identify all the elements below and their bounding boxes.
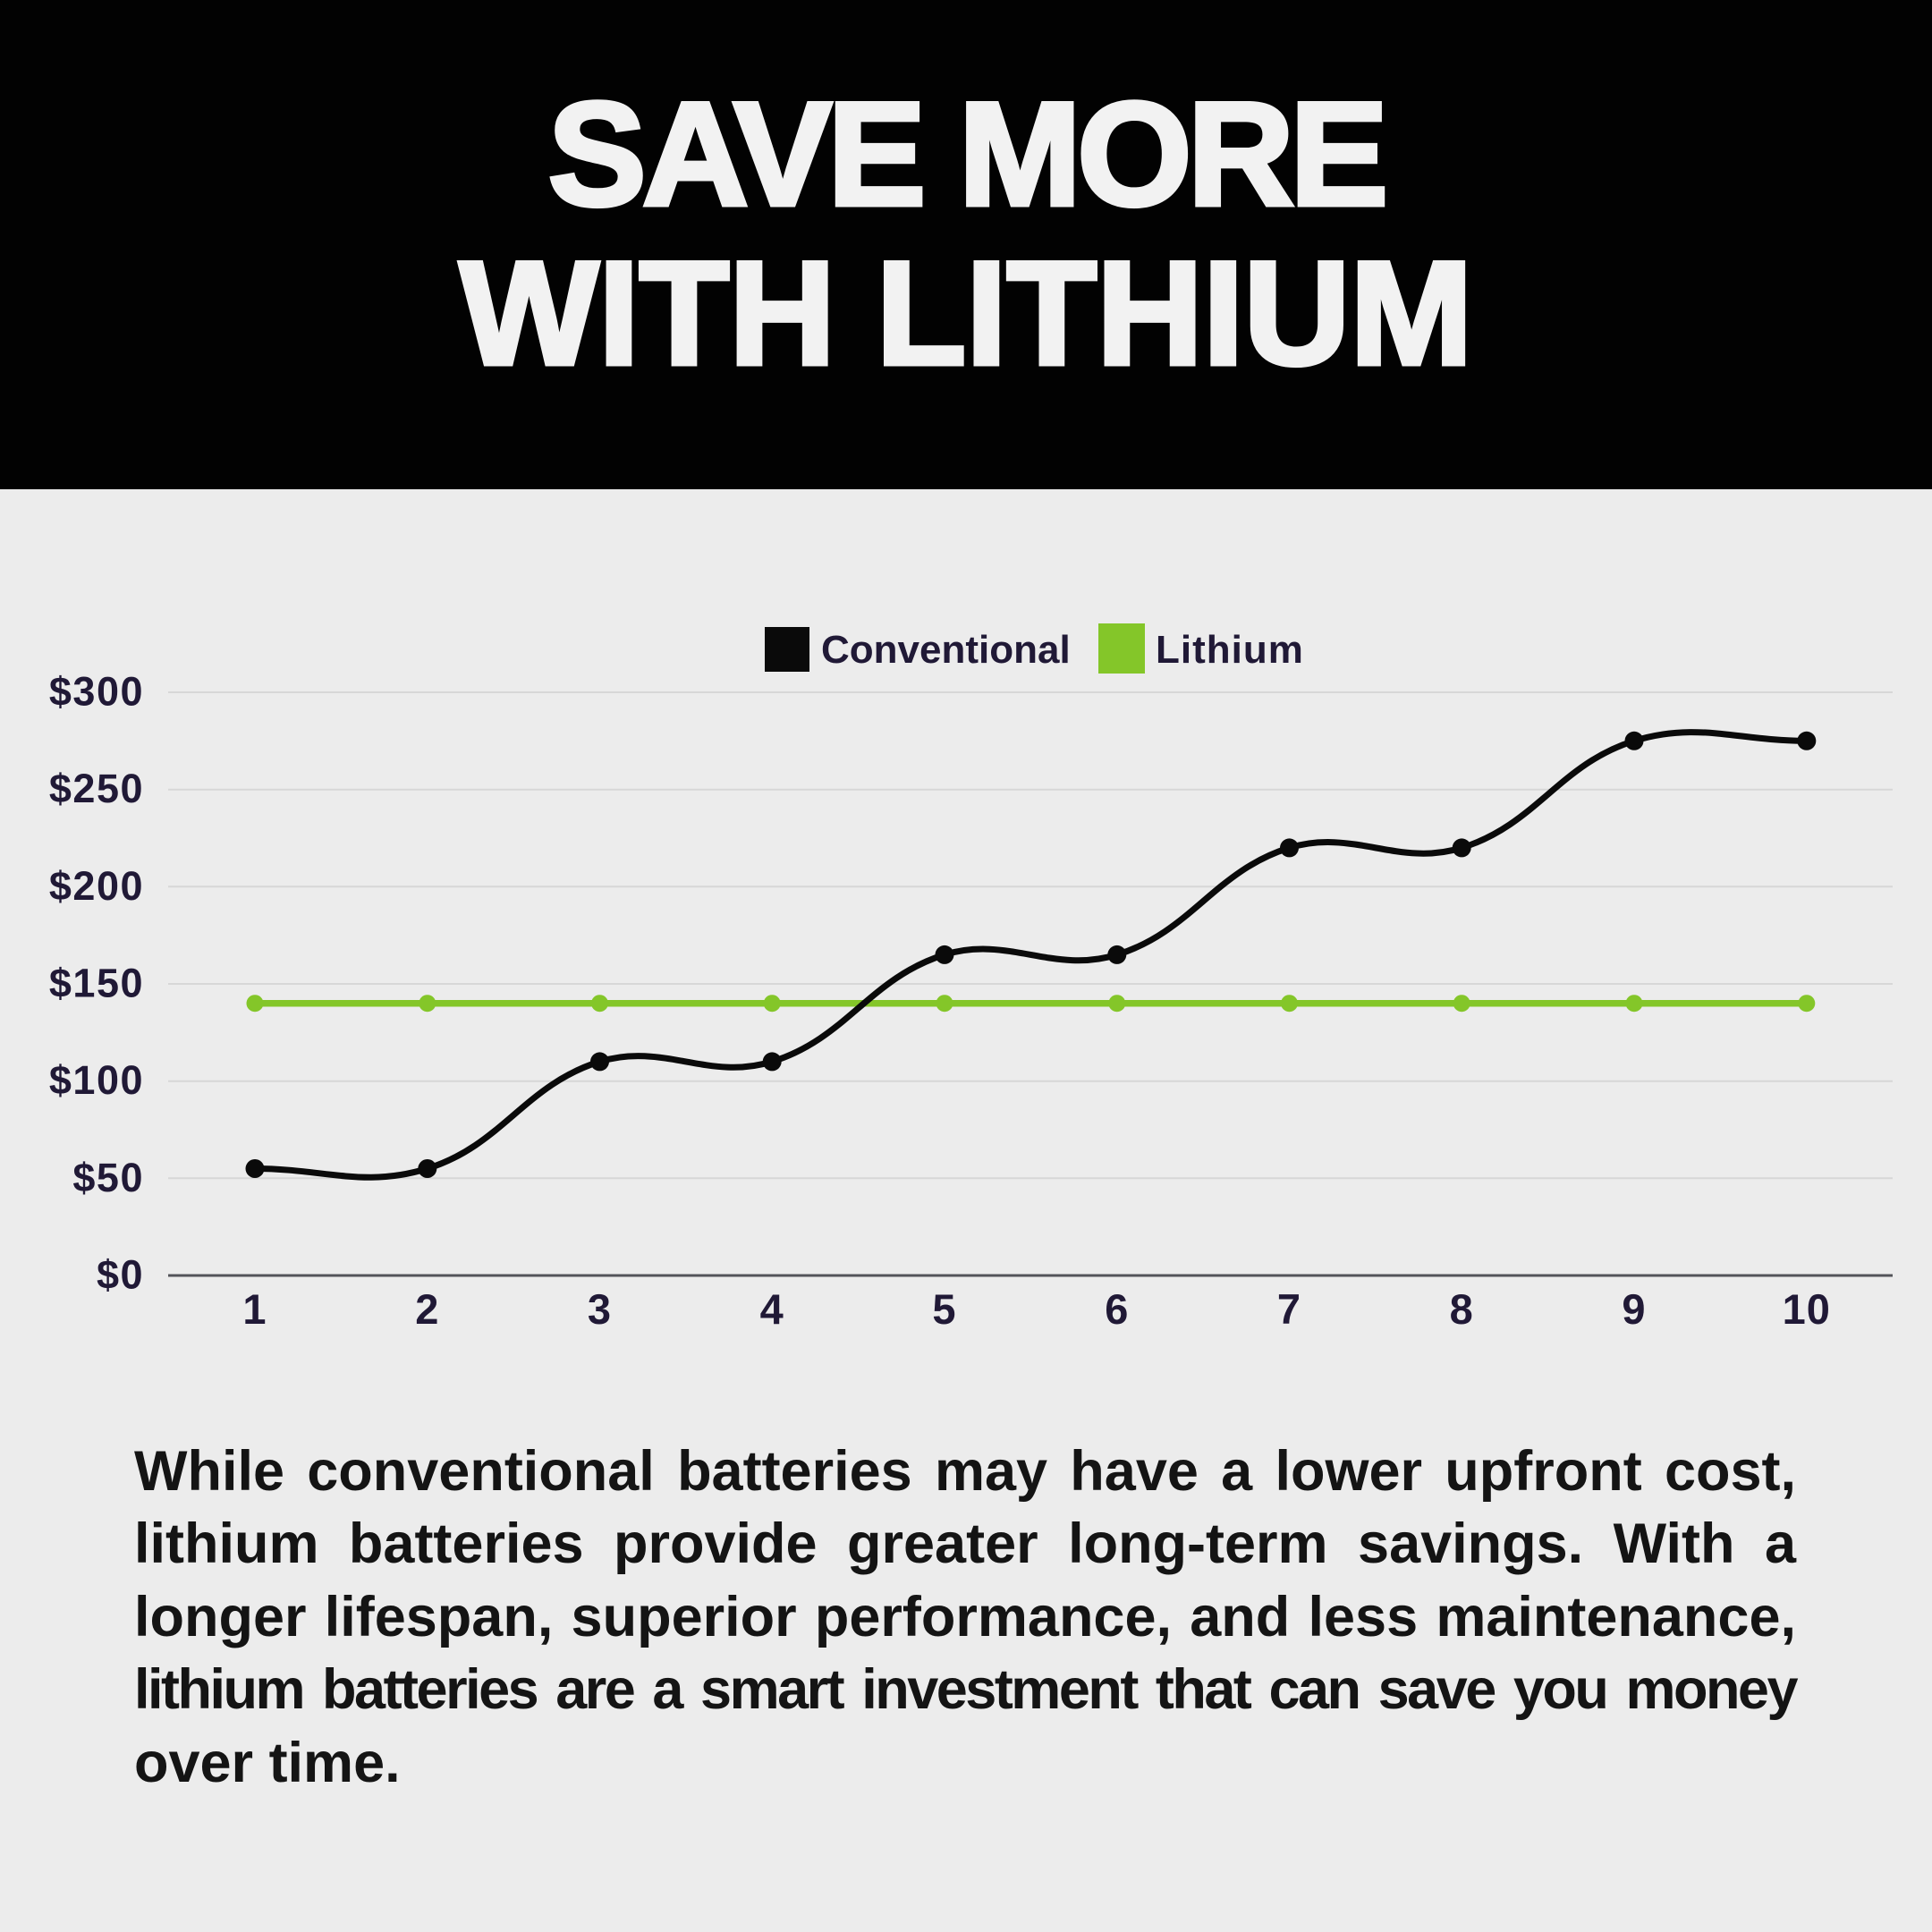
svg-text:$250: $250	[49, 766, 144, 811]
svg-text:$100: $100	[49, 1057, 144, 1103]
svg-text:7: 7	[1277, 1285, 1301, 1333]
svg-text:5: 5	[932, 1285, 956, 1333]
svg-text:$200: $200	[49, 863, 144, 909]
svg-text:6: 6	[1105, 1285, 1129, 1333]
svg-text:10: 10	[1783, 1285, 1831, 1333]
svg-text:4: 4	[760, 1285, 784, 1333]
svg-text:$50: $50	[72, 1155, 144, 1200]
svg-text:3: 3	[588, 1285, 612, 1333]
svg-text:2: 2	[415, 1285, 439, 1333]
svg-text:$300: $300	[49, 669, 144, 715]
svg-text:9: 9	[1622, 1285, 1646, 1333]
svg-text:1: 1	[242, 1285, 267, 1333]
svg-text:$0: $0	[97, 1252, 144, 1298]
svg-text:$150: $150	[49, 961, 144, 1006]
svg-text:8: 8	[1450, 1285, 1474, 1333]
